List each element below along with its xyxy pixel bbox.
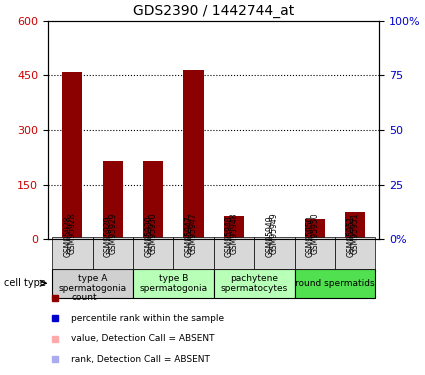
Bar <box>143 161 163 240</box>
Text: type B
spermatogonia: type B spermatogonia <box>139 274 207 293</box>
Text: GSM95949: GSM95949 <box>265 216 275 257</box>
Bar <box>102 161 123 240</box>
Title: GDS2390 / 1442744_at: GDS2390 / 1442744_at <box>133 4 295 18</box>
Text: GSM95930: GSM95930 <box>149 213 158 254</box>
Text: GSM95947: GSM95947 <box>184 216 193 257</box>
FancyBboxPatch shape <box>295 268 375 298</box>
Text: count: count <box>71 293 97 302</box>
Text: GSM95928: GSM95928 <box>68 213 77 254</box>
FancyBboxPatch shape <box>133 237 173 268</box>
Text: pachytene
spermatocytes: pachytene spermatocytes <box>221 274 288 293</box>
FancyBboxPatch shape <box>254 237 295 268</box>
Text: rank, Detection Call = ABSENT: rank, Detection Call = ABSENT <box>71 355 210 364</box>
FancyBboxPatch shape <box>93 237 133 268</box>
Text: GSM95951: GSM95951 <box>346 216 355 257</box>
FancyBboxPatch shape <box>52 237 93 268</box>
Text: GSM95929: GSM95929 <box>104 216 113 257</box>
Bar <box>184 70 204 240</box>
Text: GSM95930: GSM95930 <box>144 216 153 257</box>
Bar <box>305 219 325 240</box>
Text: value, Detection Call = ABSENT: value, Detection Call = ABSENT <box>71 334 215 343</box>
Bar <box>62 72 82 240</box>
Text: GSM95951: GSM95951 <box>351 213 360 254</box>
FancyBboxPatch shape <box>133 268 214 298</box>
Text: GSM95928: GSM95928 <box>63 216 72 257</box>
Text: GSM95947: GSM95947 <box>189 213 198 254</box>
Text: GSM95929: GSM95929 <box>108 213 117 254</box>
Text: GSM95948: GSM95948 <box>230 213 238 254</box>
FancyBboxPatch shape <box>214 268 295 298</box>
FancyBboxPatch shape <box>52 268 133 298</box>
Text: type A
spermatogonia: type A spermatogonia <box>59 274 127 293</box>
Text: GSM95948: GSM95948 <box>225 216 234 257</box>
Text: GSM95949: GSM95949 <box>270 213 279 254</box>
FancyBboxPatch shape <box>335 237 375 268</box>
FancyBboxPatch shape <box>173 237 214 268</box>
Text: GSM95950: GSM95950 <box>310 213 319 254</box>
Text: percentile rank within the sample: percentile rank within the sample <box>71 314 224 323</box>
Bar <box>224 216 244 240</box>
FancyBboxPatch shape <box>295 237 335 268</box>
Text: round spermatids: round spermatids <box>295 279 375 288</box>
FancyBboxPatch shape <box>214 237 254 268</box>
Text: GSM95950: GSM95950 <box>306 216 315 257</box>
Text: cell type: cell type <box>4 278 46 288</box>
Bar <box>345 212 366 240</box>
